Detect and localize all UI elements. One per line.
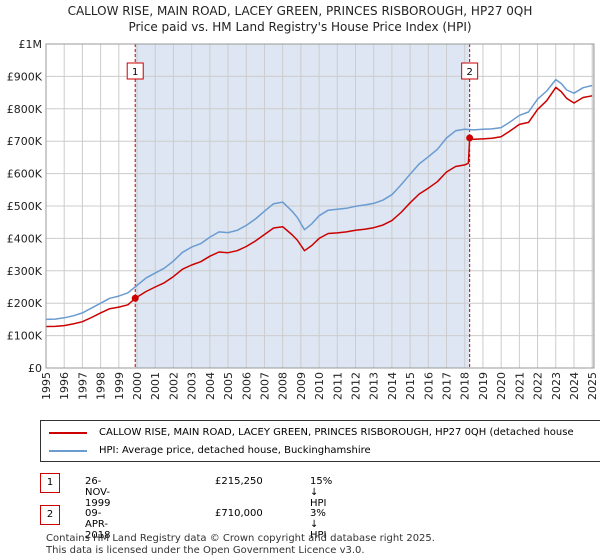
x-tick-label: 2008 (277, 372, 290, 400)
x-tick-label: 2000 (131, 372, 144, 400)
x-tick-label: 2010 (313, 372, 326, 400)
x-tick-label: 2002 (167, 372, 180, 400)
series-line-price-paid (45, 86, 593, 328)
x-tick-label: 2003 (186, 372, 199, 400)
sale-point-1 (131, 294, 139, 302)
x-tick-label: 2023 (550, 372, 563, 400)
sale-label-2: 2 (466, 67, 472, 78)
sale-label-box-1 (126, 62, 144, 80)
sale-hpi-diff: 15% ↓ HPI (310, 476, 333, 509)
footer-licence: This data is licensed under the Open Gov… (46, 545, 365, 556)
x-tick-label: 2016 (422, 372, 435, 400)
x-tick-label: 2004 (204, 372, 217, 400)
sale-point-2 (466, 134, 474, 142)
sale-hpi-diff: 3% ↓ HPI (310, 508, 327, 541)
x-tick-label: 2022 (532, 372, 545, 400)
y-tick-label: £600K (7, 168, 43, 181)
y-tick-label: £300K (7, 265, 43, 278)
x-tick-label: 1995 (40, 372, 53, 400)
x-tick-label: 1998 (95, 372, 108, 400)
y-tick-label: £700K (7, 135, 43, 148)
x-tick-label: 1996 (58, 372, 71, 400)
x-tick-label: 2005 (222, 372, 235, 400)
legend-swatch-hpi (49, 450, 87, 452)
y-tick-label: £0 (28, 362, 42, 375)
chart-title: CALLOW RISE, MAIN ROAD, LACEY GREEN, PRI… (67, 4, 533, 18)
sale-label-box-2 (461, 62, 479, 80)
x-tick-label: 2014 (386, 372, 399, 400)
y-tick-label: £100K (7, 330, 43, 343)
sale-marker-1: 1 (40, 473, 60, 493)
x-tick-label: 2025 (586, 372, 599, 400)
x-tick-label: 2007 (258, 372, 271, 400)
y-tick-label: £400K (7, 232, 43, 245)
y-tick-label: £200K (7, 297, 43, 310)
x-tick-label: 1997 (76, 372, 89, 400)
x-tick-label: 2006 (240, 372, 253, 400)
x-tick-label: 1999 (113, 372, 126, 400)
x-tick-label: 2021 (513, 372, 526, 400)
x-tick-label: 2009 (295, 372, 308, 400)
legend-swatch-price-paid (49, 432, 87, 434)
series-line-hpi (45, 78, 593, 321)
x-tick-label: 2017 (441, 372, 454, 400)
legend-label-hpi: HPI: Average price, detached house, Buck… (99, 445, 371, 456)
x-tick-label: 2018 (459, 372, 472, 400)
x-tick-label: 2020 (495, 372, 508, 400)
sale-price: £710,000 (215, 508, 263, 519)
line-chart: £0 £100K £200K £300K £400K £500K £600K £700K £80… (7, 38, 599, 400)
sale-marker-2: 2 (40, 505, 60, 525)
chart-subtitle: Price paid vs. HM Land Registry's House … (128, 20, 472, 34)
footer-copyright: Contains HM Land Registry data © Crown c… (46, 533, 435, 544)
x-tick-label: 2001 (149, 372, 162, 400)
x-tick-label: 2013 (368, 372, 381, 400)
y-tick-label: £800K (7, 103, 43, 116)
x-tick-label: 2019 (477, 372, 490, 400)
x-tick-label: 2015 (404, 372, 417, 400)
sale-date: 09-APR-2018 (85, 508, 111, 541)
sale-date: 26-NOV-1999 (85, 476, 111, 509)
sale-label-1: 1 (132, 67, 138, 78)
sale-price: £215,250 (215, 476, 263, 487)
x-tick-label: 2024 (568, 372, 581, 400)
legend: CALLOW RISE, MAIN ROAD, LACEY GREEN, PRI… (40, 420, 600, 462)
plot-border (45, 43, 595, 369)
x-tick-label: 2011 (331, 372, 344, 400)
y-tick-label: £1M (19, 38, 43, 51)
legend-label-price-paid: CALLOW RISE, MAIN ROAD, LACEY GREEN, PRI… (99, 427, 574, 438)
y-tick-label: £500K (7, 200, 43, 213)
x-tick-label: 2012 (350, 372, 363, 400)
y-tick-label: £900K (7, 70, 43, 83)
